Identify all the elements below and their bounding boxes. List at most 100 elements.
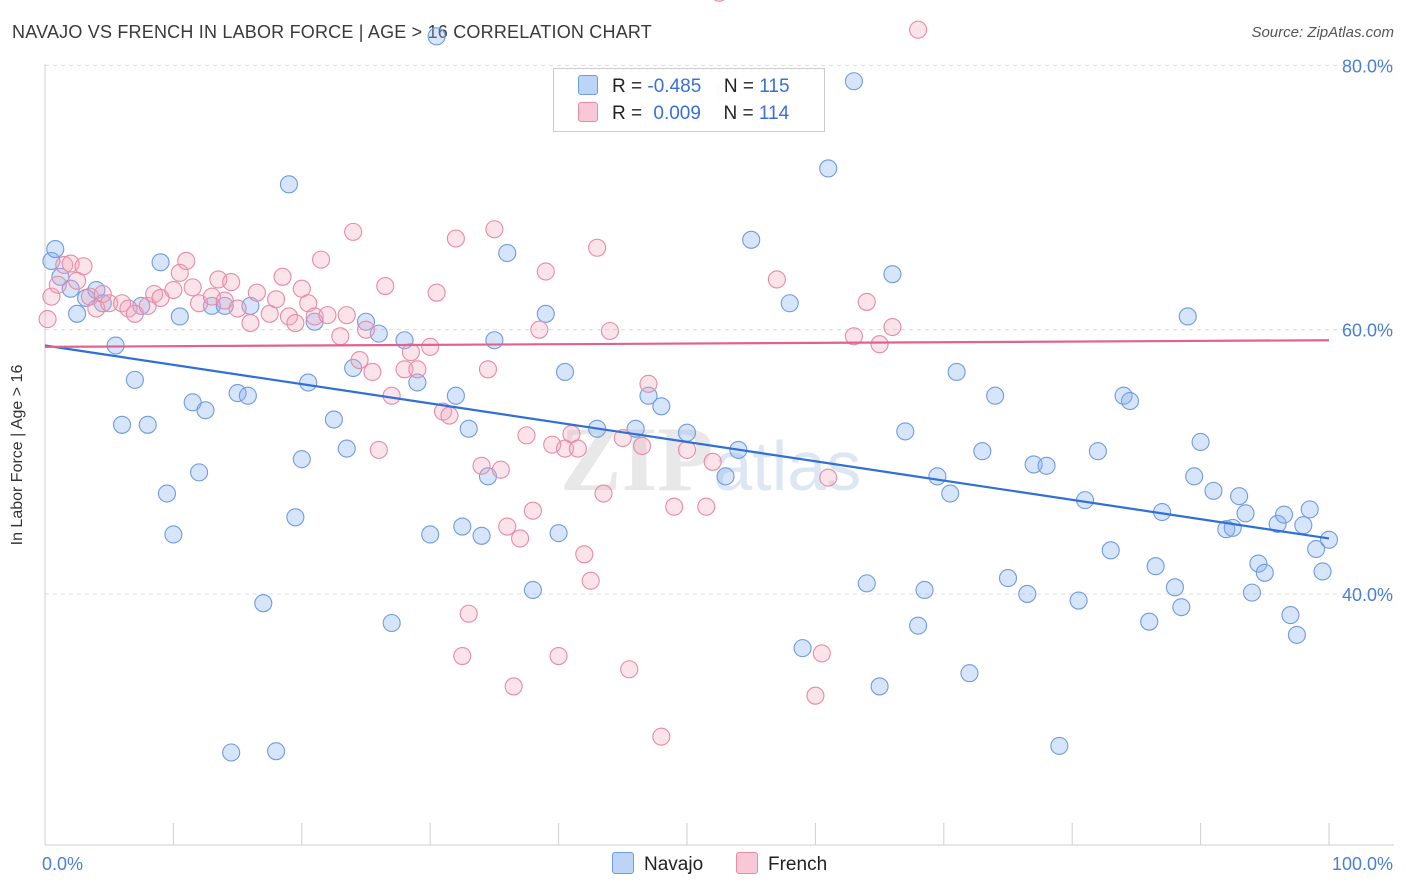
navajo-point [1146,557,1165,576]
french-trend-line [44,339,1330,348]
watermark-zip: ZIP [560,408,713,510]
french-point [498,517,517,536]
french-point [427,283,446,302]
legend-label-french: French [768,854,828,875]
navajo-point [883,265,902,284]
french-point [549,646,568,666]
french-point [376,277,395,296]
navajo-point [498,243,517,263]
french-point [74,257,93,276]
legend-item-french: French [736,852,827,876]
french-point [600,321,620,341]
navajo-point [1024,455,1043,474]
navajo-point [1101,541,1120,560]
navajo-point [1191,432,1210,452]
navajo-point [947,362,966,382]
x-tick-label: 100.0% [1332,854,1393,874]
french-point [713,0,725,2]
navajo-point [292,450,311,469]
navajo-point [190,463,209,482]
legend-item-navajo: Navajo [612,852,703,876]
french-point [812,644,831,663]
navajo-point [279,175,299,194]
navajo-point [125,370,144,389]
french-point [665,497,684,516]
navajo-point [151,253,170,272]
navajo-point [1275,505,1294,524]
navajo-point [427,27,446,46]
y-tick-label: 60.0% [1342,321,1393,341]
french-point [511,529,530,548]
navajo-point [286,508,305,527]
navajo-swatch [578,75,598,95]
french-point [588,238,607,257]
french-point [177,251,196,271]
french-point [517,426,536,445]
navajo-point [716,467,735,486]
legend-n-label: N = [723,103,754,124]
french-point [870,335,889,354]
navajo-point [356,312,376,331]
french-point [536,262,555,281]
navajo-point [324,410,343,429]
source-label: Source: ZipAtlas.com [1251,24,1394,41]
french-point [331,327,350,346]
navajo-point [536,304,555,323]
navajo-point [928,467,947,486]
french-point [491,460,510,479]
navajo-point [337,439,356,458]
french-point [312,250,331,269]
navajo-point [1120,391,1140,411]
french-point [286,314,305,333]
navajo-point [170,307,189,326]
french-point [100,294,119,313]
french-point [639,374,658,393]
french-point [459,604,478,623]
french-point [844,327,863,346]
french-point [395,360,414,379]
french-point [806,686,825,705]
navajo-point [1069,591,1088,610]
legend-row-french: R = 0.009 N = 114 [578,102,789,126]
french-point [164,280,183,300]
french-point [48,275,67,294]
navajo-point [1236,504,1255,523]
french-point [478,360,498,379]
navajo-point [1319,530,1339,549]
french-point [318,306,337,325]
french-point [568,439,587,458]
navajo-point [677,423,697,442]
french-point [581,571,600,590]
tick-labels: 40.0%60.0%80.0%100.0%0.0%100.0% [42,56,1393,874]
navajo-point [1287,625,1306,644]
french-point [530,320,549,339]
axes [44,64,1394,846]
french-point [883,317,902,337]
navajo-point [459,419,478,438]
navajo-point [222,743,241,762]
french-point [697,497,716,516]
navajo-point [1255,563,1274,582]
french-point [279,307,299,326]
navajo-point [909,616,928,635]
navajo-point [157,484,177,503]
navajo-point [1050,736,1069,755]
navajo-point [896,422,915,441]
legend-r-label: R = [612,103,643,124]
navajo-point [299,373,318,392]
french-point [408,360,427,379]
french-point [350,351,369,370]
y-tick-label: 40.0% [1342,585,1393,605]
navajo-point [1140,612,1159,631]
french-point [523,501,542,520]
legend-r-value: -0.485 [647,76,702,97]
navajo-point [1088,442,1107,461]
navajo-point [1249,554,1268,573]
navajo-series [42,27,1339,762]
navajo-point [68,304,87,323]
navajo-point [1268,514,1287,533]
french-point [222,273,241,292]
navajo-point [382,613,401,633]
navajo-point [973,442,992,461]
